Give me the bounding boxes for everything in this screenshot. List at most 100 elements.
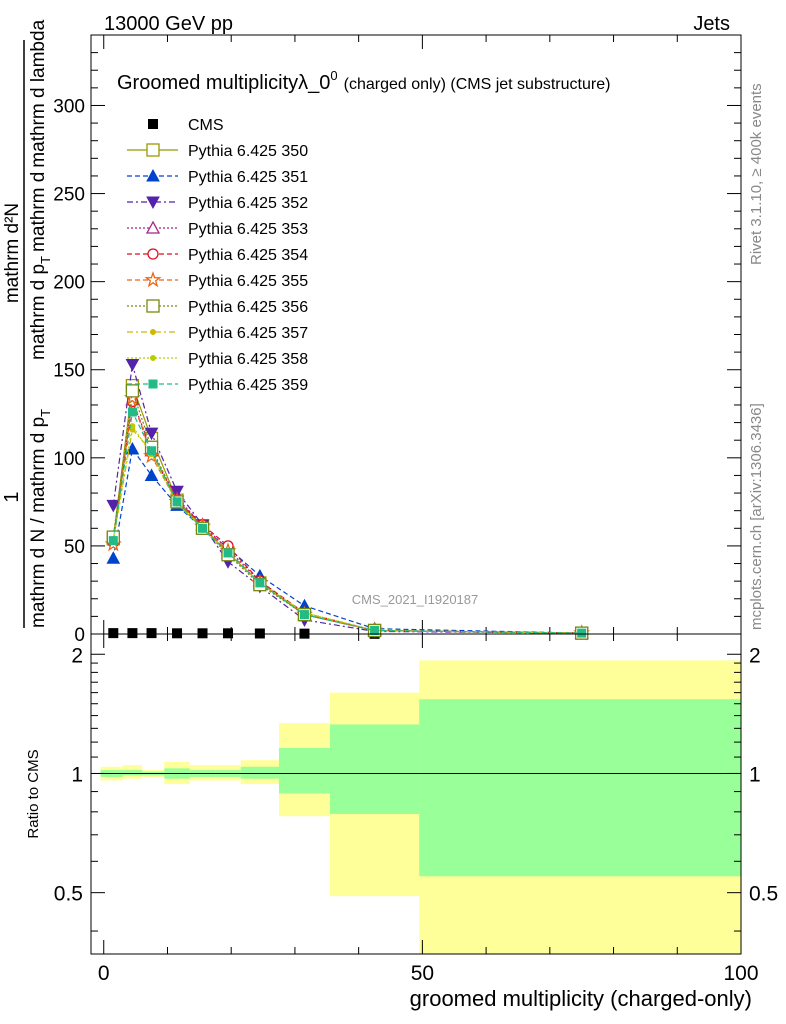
legend-marker xyxy=(148,379,158,389)
series-9 xyxy=(110,423,585,637)
data-point xyxy=(577,628,587,638)
legend-item: Pythia 6.425 351 xyxy=(127,168,308,186)
main-ytick-label: 300 xyxy=(53,96,85,117)
analysis-label: CMS_2021_I1920187 xyxy=(352,592,479,607)
ratio-bands xyxy=(100,660,741,954)
series-line xyxy=(112,428,582,634)
main-panel: 0 50 100 150 200 250 300 Groomed multiplicityλ… xyxy=(1,19,742,646)
ratio-tick-labels: 0.5 0.5 1 1 2 2 0 50 100 xyxy=(54,644,778,985)
ratio-stat-band xyxy=(419,699,741,877)
series-line xyxy=(112,424,582,634)
data-point xyxy=(108,628,119,639)
ratio-ytick-label-right: 0.5 xyxy=(749,883,778,906)
legend-item: Pythia 6.425 354 xyxy=(127,247,308,264)
series-2 xyxy=(106,441,589,639)
legend-marker xyxy=(150,355,156,361)
data-point xyxy=(172,628,183,639)
legend-marker xyxy=(146,196,160,210)
data-point xyxy=(125,384,140,398)
main-ytick-label: 150 xyxy=(53,361,85,382)
data-point xyxy=(144,427,159,441)
data-point xyxy=(254,628,265,639)
series-6 xyxy=(104,388,591,641)
mcplots-label: mcplots.cern.ch [arXiv:1306.3436] xyxy=(748,403,765,630)
legend-marker xyxy=(150,329,156,335)
ratio-ytick-label-right: 2 xyxy=(749,644,761,667)
legend-marker xyxy=(147,248,159,260)
xtick-label: 0 xyxy=(98,962,110,985)
series-line xyxy=(112,397,582,634)
ylabel-den3: mathrm d lambda xyxy=(28,19,49,167)
data-point xyxy=(146,628,157,639)
series-line xyxy=(112,390,582,634)
legend-label: CMS xyxy=(188,117,224,134)
ylabel-numerator: mathrm d²N xyxy=(2,203,23,303)
legend-marker xyxy=(148,119,158,129)
data-point xyxy=(144,468,159,481)
data-point xyxy=(106,551,121,564)
energy-label: 13000 GeV pp xyxy=(104,13,233,35)
ratio-stat-band xyxy=(122,770,142,776)
ratio-stat-band xyxy=(329,724,420,814)
series-line xyxy=(112,399,582,634)
legend-label: Pythia 6.425 357 xyxy=(188,325,308,342)
legend-item: Pythia 6.425 356 xyxy=(127,299,308,316)
ratio-plot-frame xyxy=(90,633,742,955)
legend-label: Pythia 6.425 359 xyxy=(188,377,308,394)
process-label: Jets xyxy=(693,13,730,35)
ylabel-denominator: mathrm d N / mathrm d pT xyxy=(28,409,53,628)
series-7 xyxy=(106,384,589,640)
main-ytick-label: 100 xyxy=(53,449,85,470)
legend: CMS Pythia 6.425 350 Pythia 6.425 351 Pythi… xyxy=(127,117,308,394)
legend-item: Pythia 6.425 353 xyxy=(127,220,308,238)
ylabel-denominator-2: mathrm d pTmathrm d mathrm d lambda xyxy=(28,19,53,360)
legend-marker xyxy=(144,270,162,288)
legend-label: Pythia 6.425 353 xyxy=(188,221,308,238)
main-ytick-label: 0 xyxy=(74,625,85,646)
legend-marker xyxy=(146,299,160,313)
series-5 xyxy=(107,395,588,639)
data-point xyxy=(106,499,121,513)
legend-item: Pythia 6.425 359 xyxy=(127,377,308,394)
legend-marker xyxy=(146,168,160,182)
legend-marker xyxy=(145,220,161,234)
data-point xyxy=(223,548,233,558)
series-line xyxy=(112,401,582,634)
main-title: Groomed multiplicityλ_00 (charged only) (… xyxy=(117,68,610,94)
ylabel-den-sub: T xyxy=(38,409,53,417)
ratio-panel: 0.5 0.5 1 1 2 2 0 50 100 Ratio to CMS groomed mu… xyxy=(25,633,778,1011)
data-point xyxy=(172,497,182,507)
legend-label: Pythia 6.425 356 xyxy=(188,299,308,316)
ratio-ylabel: Ratio to CMS xyxy=(25,749,42,838)
data-point xyxy=(147,446,157,456)
data-point xyxy=(197,628,208,639)
rivet-label: Rivet 3.1.10, ≥ 400k events xyxy=(748,83,765,265)
data-point xyxy=(370,625,380,635)
legend-item: CMS xyxy=(148,117,224,134)
legend-label: Pythia 6.425 358 xyxy=(188,351,308,368)
legend-label: Pythia 6.425 355 xyxy=(188,273,308,290)
data-point xyxy=(127,407,137,417)
main-ytick-labels: 0 50 100 150 200 250 300 xyxy=(53,96,85,646)
main-series xyxy=(104,358,591,641)
ratio-ytick-label-right: 1 xyxy=(749,763,761,786)
legend-label: Pythia 6.425 354 xyxy=(188,247,308,264)
series-line xyxy=(112,410,582,634)
legend-label: Pythia 6.425 352 xyxy=(188,195,308,212)
data-point xyxy=(223,628,234,639)
ylabel-den2: mathrm d p xyxy=(28,264,49,360)
series-line xyxy=(112,364,582,634)
data-point xyxy=(299,610,309,620)
main-ytick-label: 200 xyxy=(53,273,85,294)
ylabel-den2-rest: mathrm d xyxy=(28,172,49,252)
main-title-text: Groomed multiplicityλ_0 xyxy=(117,72,330,94)
main-ytick-label: 250 xyxy=(53,185,85,206)
ratio-ticks xyxy=(91,634,742,954)
data-point xyxy=(127,628,138,639)
series-4 xyxy=(106,392,589,639)
ratio-ytick-label: 1 xyxy=(71,763,83,786)
legend-item: Pythia 6.425 358 xyxy=(127,351,308,368)
legend-marker xyxy=(146,143,160,157)
ylabel-top: 1 xyxy=(1,491,23,502)
legend-item: Pythia 6.425 357 xyxy=(127,325,308,342)
